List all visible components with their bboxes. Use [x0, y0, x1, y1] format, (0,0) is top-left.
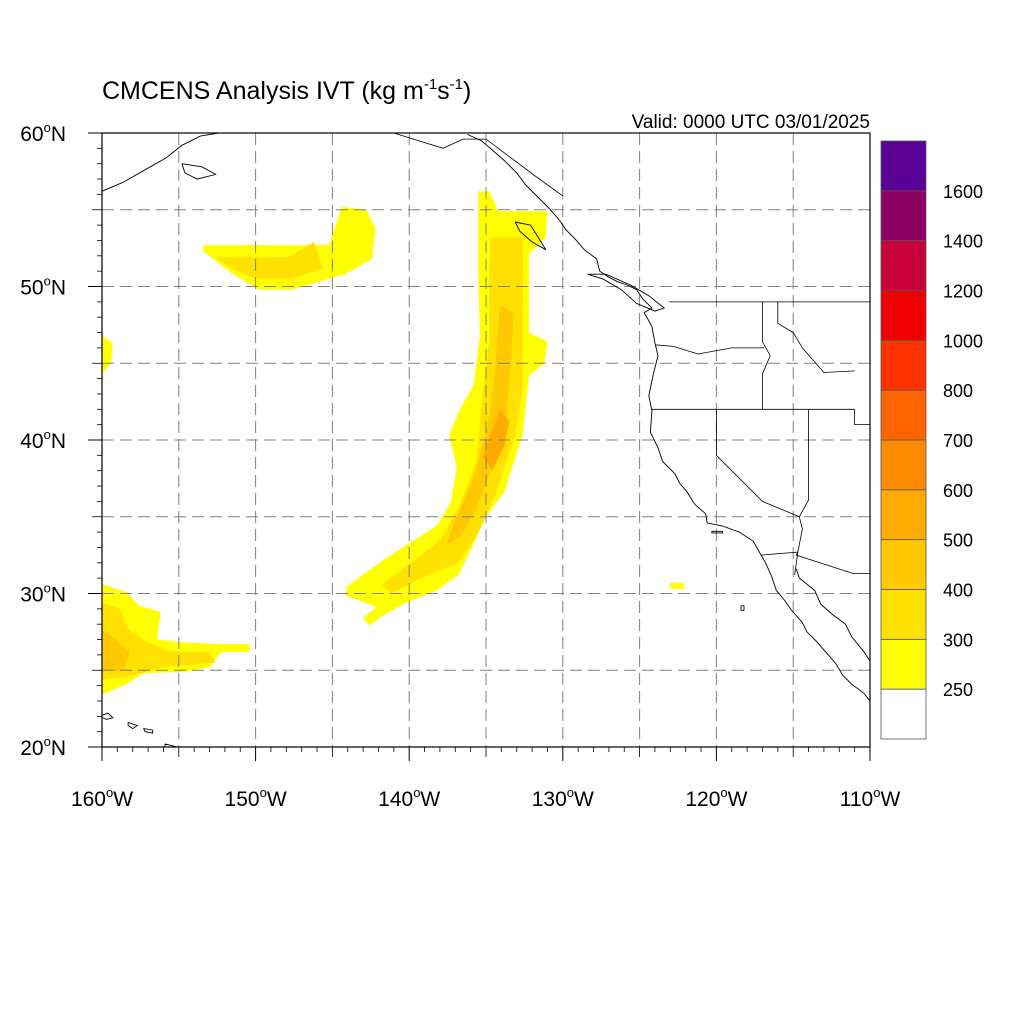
lon-label-110: 110oW	[840, 785, 901, 811]
colorbar-box-8	[881, 291, 926, 341]
colorbar-label-300: 300	[943, 630, 973, 650]
colorbar-box-0	[881, 689, 926, 739]
colorbar-label-1600: 1600	[943, 182, 983, 202]
lat-label-30: 30oN	[20, 581, 66, 607]
colorbar-box-6	[881, 390, 926, 440]
colorbar-box-10	[881, 191, 926, 241]
lon-label-150: 150oW	[225, 785, 287, 811]
lat-label-20: 20oN	[20, 734, 66, 760]
colorbar-label-1000: 1000	[943, 331, 983, 351]
colorbar-label-250: 250	[943, 680, 973, 700]
colorbar-label-1400: 1400	[943, 232, 983, 252]
lon-label-140: 140oW	[378, 785, 440, 811]
lat-label-40: 40oN	[20, 427, 66, 453]
colorbar-box-9	[881, 241, 926, 291]
lat-label-50: 50oN	[20, 274, 66, 300]
colorbar-box-7	[881, 340, 926, 390]
lon-label-120: 120oW	[685, 785, 747, 811]
colorbar-label-600: 600	[943, 481, 973, 501]
lon-label-130: 130oW	[532, 785, 594, 811]
chart-title: CMCENS Analysis IVT (kg m-1s-1)	[102, 76, 471, 105]
colorbar-label-500: 500	[943, 531, 973, 551]
map-plot-area	[99, 133, 870, 762]
colorbar-box-1	[881, 639, 926, 689]
lon-label-160: 160oW	[71, 785, 133, 811]
colorbar-box-4	[881, 490, 926, 540]
colorbar-box-5	[881, 440, 926, 490]
colorbar-label-700: 700	[943, 431, 973, 451]
valid-time-label: Valid: 0000 UTC 03/01/2025	[632, 112, 870, 133]
colorbar-label-400: 400	[943, 581, 973, 601]
colorbar-label-800: 800	[943, 381, 973, 401]
colorbar-label-1200: 1200	[943, 282, 983, 302]
ivt-region-10	[670, 583, 684, 589]
colorbar-box-2	[881, 590, 926, 640]
lat-label-60: 60oN	[20, 120, 66, 146]
colorbar-box-3	[881, 540, 926, 590]
colorbar-box-11	[881, 141, 926, 191]
